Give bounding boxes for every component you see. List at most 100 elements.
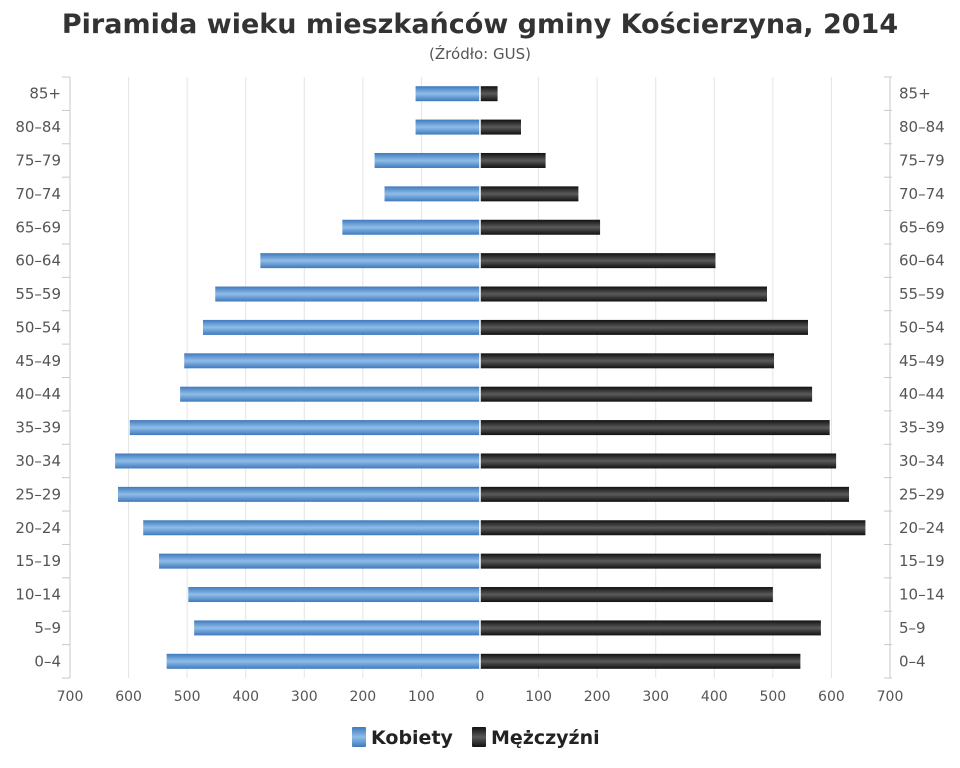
bar-kobiety (202, 319, 480, 335)
bar-kobiety (143, 520, 480, 536)
category-label-right: 75–79 (899, 151, 945, 169)
x-tick-label: 200 (349, 689, 376, 705)
x-tick-label: 400 (232, 689, 259, 705)
category-label-right: 60–64 (899, 252, 945, 270)
category-label-right: 0–4 (899, 652, 926, 670)
x-tick-label: 600 (818, 689, 845, 705)
x-tick-label: 600 (115, 689, 142, 705)
bar-kobiety (166, 653, 480, 669)
x-tick-label: 400 (701, 689, 728, 705)
bars-layer (115, 77, 866, 678)
bar-mezczyzni (480, 587, 773, 603)
x-tick-label: 500 (174, 689, 201, 705)
x-tick-label: 500 (759, 689, 786, 705)
category-label-left: 50–54 (15, 318, 61, 336)
labels-layer: 700 600 500 400 300 200 100 0 100 200 300 400 500 600… (15, 76, 945, 705)
category-label-right: 85+ (899, 85, 931, 103)
bar-mezczyzni (480, 486, 849, 502)
x-tick-label: 300 (642, 689, 669, 705)
bar-kobiety (415, 86, 480, 102)
bar-mezczyzni (480, 453, 837, 469)
category-label-right: 50–54 (899, 318, 945, 336)
legend-label: Kobiety (371, 727, 454, 749)
bar-kobiety (159, 553, 480, 569)
category-label-right: 15–19 (899, 552, 945, 570)
category-label-left: 85+ (29, 85, 61, 103)
category-label-left: 75–79 (15, 151, 61, 169)
bar-mezczyzni (480, 620, 821, 636)
legend[interactable]: Kobiety Mężczyźni (352, 727, 600, 749)
category-label-right: 40–44 (899, 385, 945, 403)
x-tick-label: 700 (877, 689, 904, 705)
category-label-right: 5–9 (899, 619, 926, 637)
legend-label: Mężczyźni (491, 727, 600, 749)
category-label-left: 25–29 (15, 485, 61, 503)
chart-subtitle: (Źródło: GUS) (429, 44, 531, 63)
category-label-right: 55–59 (899, 285, 945, 303)
category-label-right: 25–29 (899, 485, 945, 503)
category-label-left: 55–59 (15, 285, 61, 303)
bar-mezczyzni (480, 553, 821, 569)
category-label-right: 65–69 (899, 218, 945, 236)
bar-kobiety (184, 353, 480, 369)
bar-mezczyzni (480, 353, 775, 369)
category-label-left: 10–14 (15, 586, 61, 604)
category-label-right: 70–74 (899, 185, 945, 203)
legend-swatch (472, 727, 486, 747)
category-label-right: 20–24 (899, 519, 945, 537)
bar-mezczyzni (480, 653, 801, 669)
category-label-left: 30–34 (15, 452, 61, 470)
category-label-left: 65–69 (15, 218, 61, 236)
bar-mezczyzni (480, 253, 716, 269)
bar-kobiety (188, 587, 481, 603)
bar-kobiety (180, 386, 480, 402)
bar-kobiety (342, 219, 480, 235)
bar-kobiety (129, 420, 480, 436)
bar-mezczyzni (480, 219, 601, 235)
legend-swatch (352, 727, 366, 747)
x-tick-label: 700 (57, 689, 84, 705)
bar-mezczyzni (480, 386, 813, 402)
x-tick-label: 300 (291, 689, 318, 705)
bar-kobiety (384, 186, 480, 202)
legend-item-mezczyzni[interactable]: Mężczyźni (472, 727, 600, 749)
bar-mezczyzni (480, 420, 830, 436)
category-label-left: 70–74 (15, 185, 61, 203)
category-label-right: 35–39 (899, 419, 945, 437)
bar-mezczyzni (480, 186, 579, 202)
x-tick-label: 100 (408, 689, 435, 705)
bar-mezczyzni (480, 520, 866, 536)
x-tick-label: 0 (476, 689, 485, 705)
x-tick-label: 100 (525, 689, 552, 705)
category-label-left: 0–4 (34, 652, 61, 670)
category-label-left: 20–24 (15, 519, 61, 537)
category-label-left: 60–64 (15, 252, 61, 270)
bar-mezczyzni (480, 286, 767, 302)
bar-kobiety (115, 453, 480, 469)
bar-mezczyzni (480, 152, 546, 168)
category-label-right: 30–34 (899, 452, 945, 470)
grid-layer (69, 77, 891, 678)
chart-title: Piramida wieku mieszkańców gminy Kościer… (62, 9, 898, 40)
bar-mezczyzni (480, 86, 498, 102)
category-label-left: 45–49 (15, 352, 61, 370)
category-label-right: 80–84 (899, 118, 945, 136)
category-label-left: 5–9 (34, 619, 61, 637)
category-label-right: 45–49 (899, 352, 945, 370)
bar-kobiety (415, 119, 480, 135)
x-tick-label: 200 (584, 689, 611, 705)
category-label-left: 80–84 (15, 118, 61, 136)
category-label-left: 35–39 (15, 419, 61, 437)
legend-item-kobiety[interactable]: Kobiety (352, 727, 454, 749)
bar-kobiety (194, 620, 480, 636)
category-label-right: 10–14 (899, 586, 945, 604)
bar-mezczyzni (480, 119, 521, 135)
bar-kobiety (374, 152, 480, 168)
bar-kobiety (260, 253, 480, 269)
category-label-left: 40–44 (15, 385, 61, 403)
category-label-left: 15–19 (15, 552, 61, 570)
bar-mezczyzni (480, 319, 808, 335)
bar-kobiety (215, 286, 480, 302)
